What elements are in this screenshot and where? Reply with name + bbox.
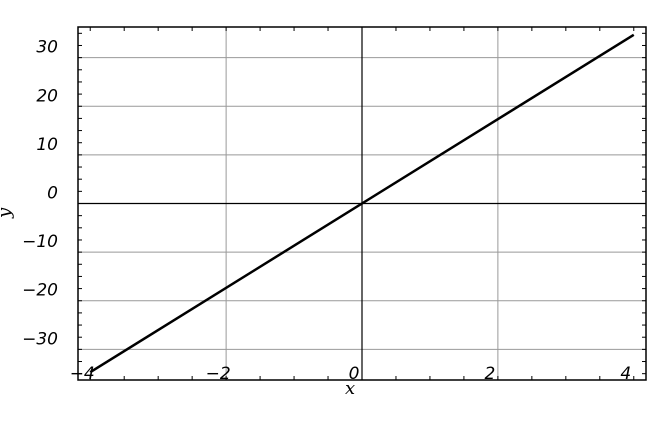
x-tick-label: 2 bbox=[484, 364, 495, 384]
y-tick-label: 30 bbox=[36, 38, 58, 58]
x-axis-label: x bbox=[345, 378, 355, 399]
y-tick-label: −10 bbox=[22, 232, 58, 252]
x-tick-label: 0 bbox=[349, 364, 360, 384]
x-tick-label: 4 bbox=[620, 364, 631, 384]
plot-frame bbox=[77, 26, 647, 381]
y-tick-label: −30 bbox=[22, 329, 58, 349]
series bbox=[89, 33, 635, 374]
y-tick-label: 0 bbox=[47, 184, 58, 204]
x-tick-label: −4 bbox=[70, 364, 95, 384]
y-tick-label: 10 bbox=[36, 135, 58, 155]
series-line bbox=[89, 33, 635, 374]
y-tick-label: 20 bbox=[36, 86, 58, 106]
x-tick-label: −2 bbox=[206, 364, 231, 384]
y-axis-label: y bbox=[0, 207, 15, 219]
y-tick-label: −20 bbox=[22, 281, 58, 301]
